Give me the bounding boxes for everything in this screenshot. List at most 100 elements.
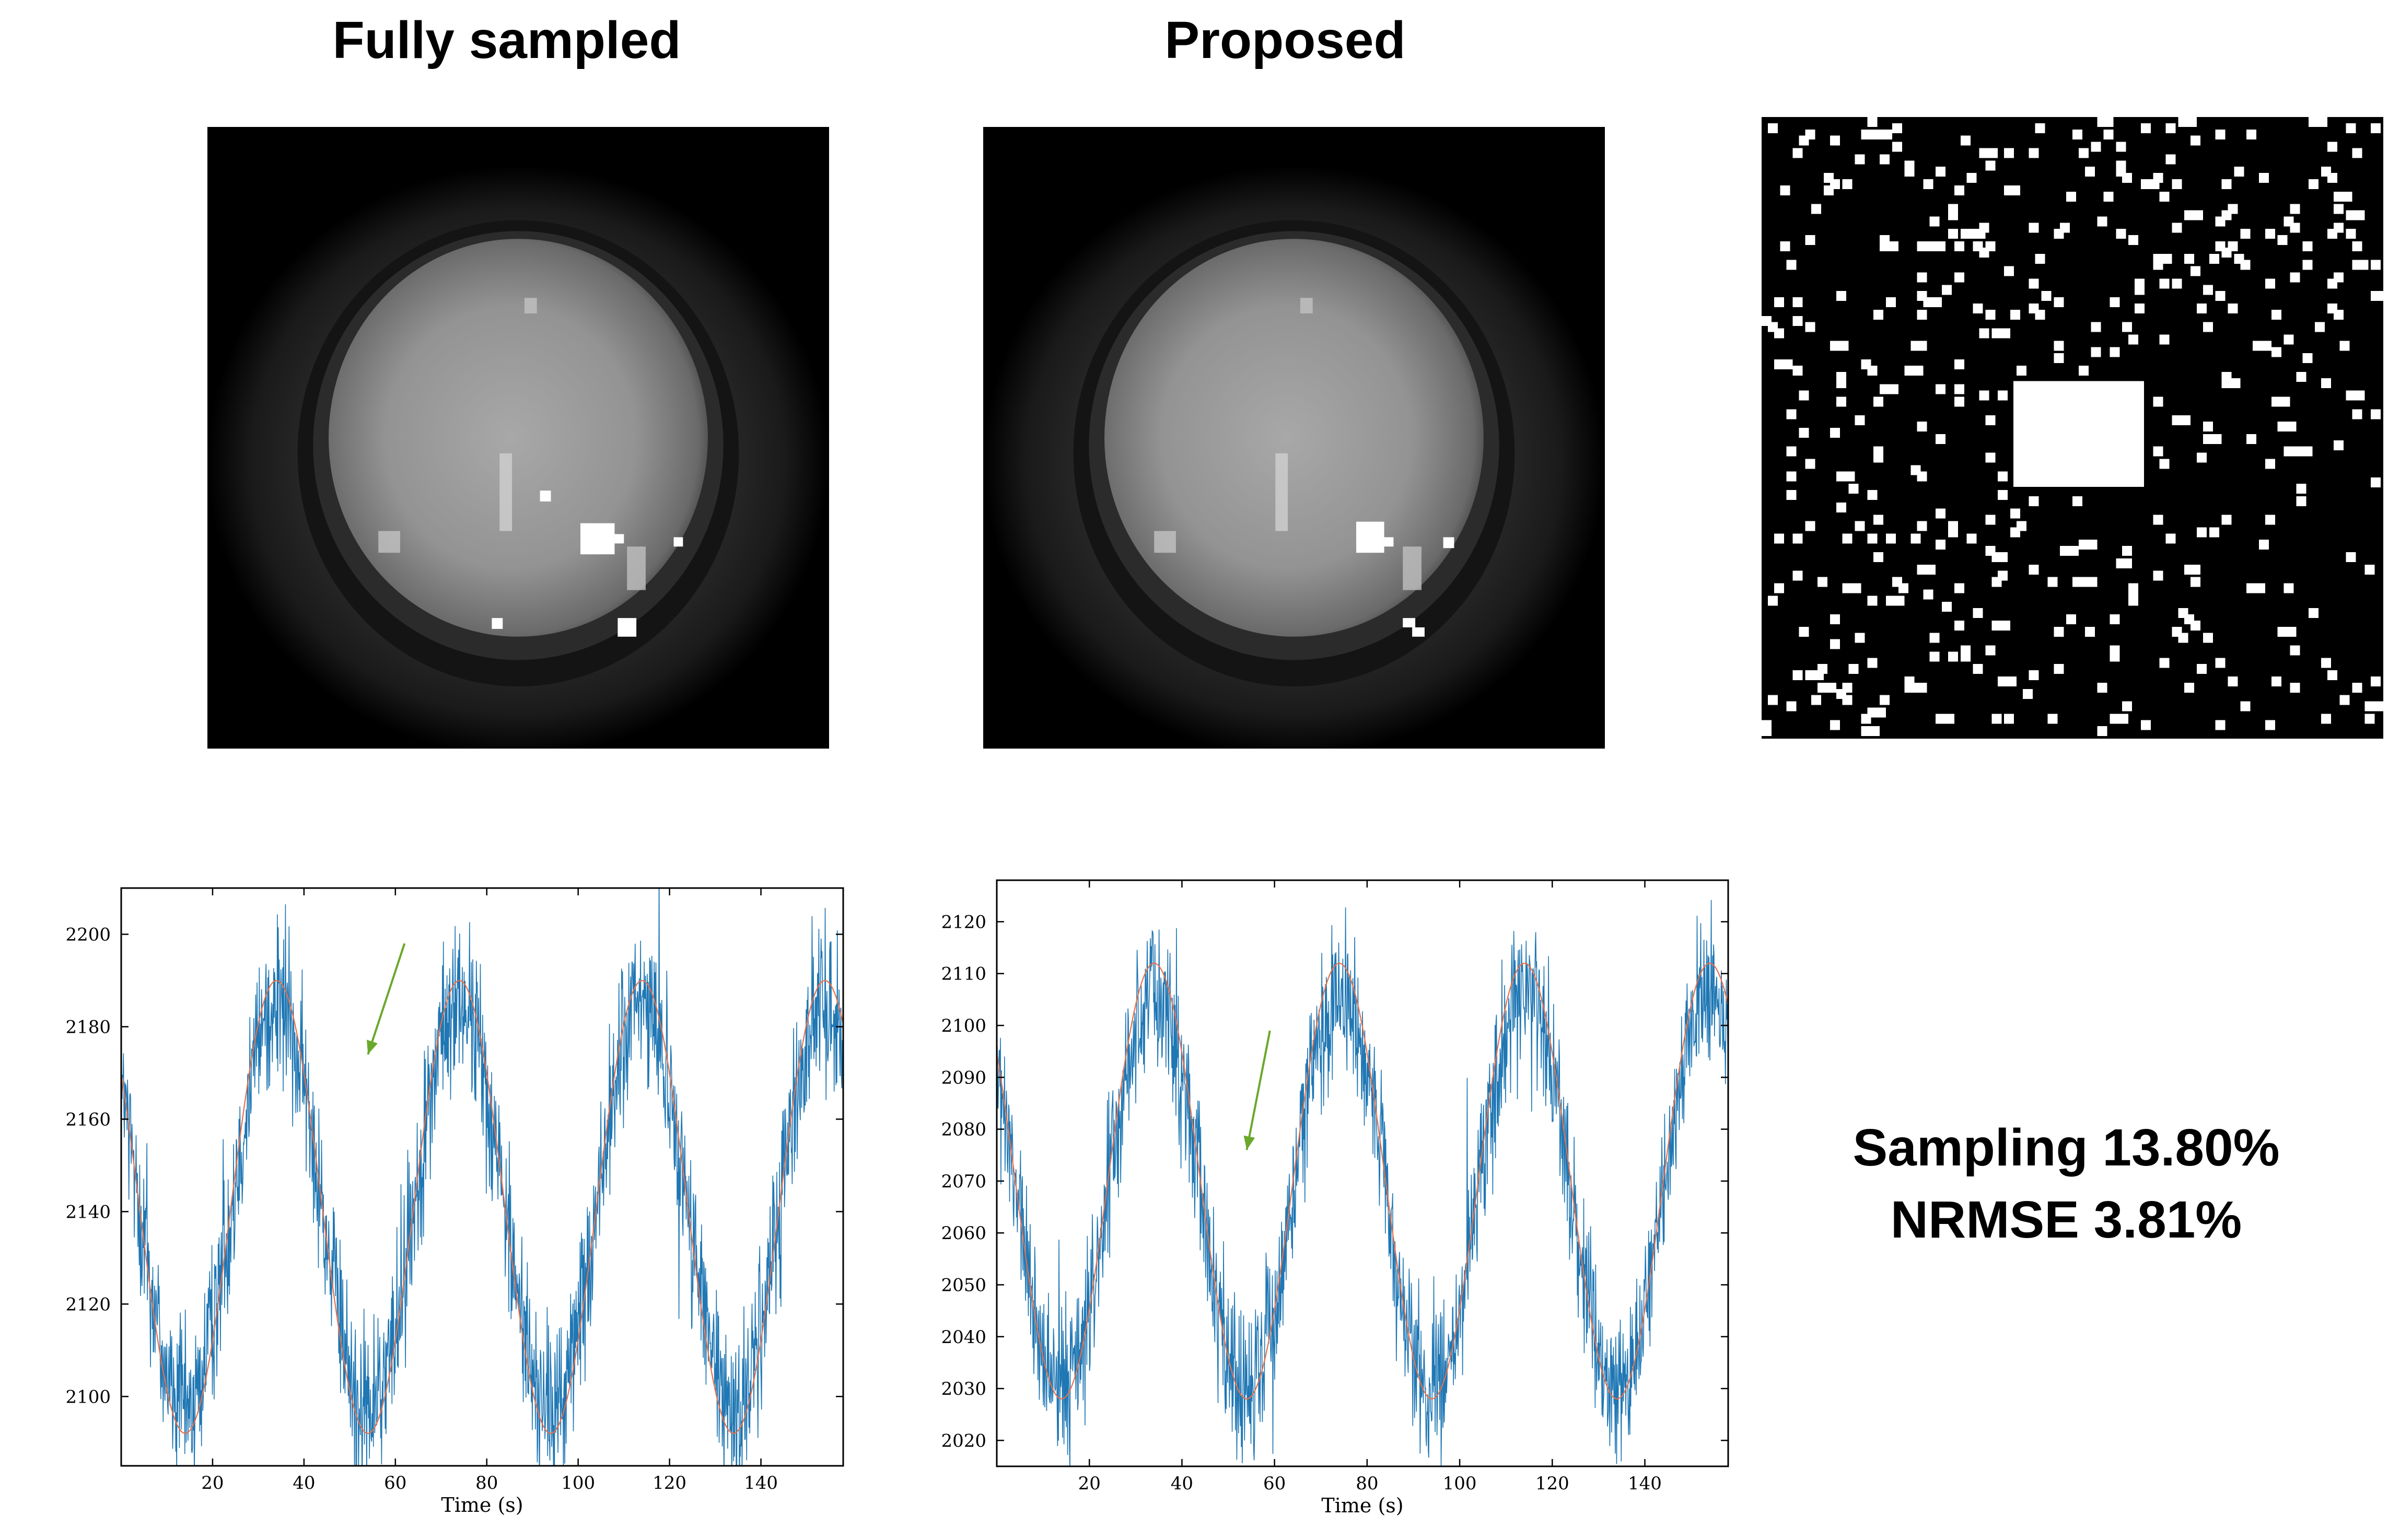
mask-sample-point (1979, 328, 1989, 339)
x-axis-label: Time (s) (1321, 1494, 1403, 1517)
mask-sample-point (2228, 304, 2238, 314)
mask-sample-point (1867, 658, 1878, 668)
mask-sample-point (1954, 620, 1964, 631)
mask-sample-point (1973, 664, 1983, 674)
mask-sample-point (1861, 714, 1871, 724)
mask-sample-point (2029, 278, 2039, 289)
mask-sample-point (2116, 167, 2126, 177)
mask-sample-point (2197, 452, 2207, 463)
sampling-mask-image (1762, 117, 2383, 739)
mask-sample-point (2221, 515, 2232, 525)
mask-sample-point (1929, 651, 1940, 662)
mask-sample-point (1799, 428, 1809, 438)
mask-sample-point (2004, 148, 2014, 158)
mask-sample-point (1954, 384, 1964, 394)
x-tick-label: 40 (293, 1473, 315, 1494)
mask-sample-point (2029, 496, 2039, 506)
mask-sample-point (1805, 129, 1815, 139)
mask-sample-point (2178, 117, 2197, 127)
mask-sample-point (2371, 123, 2381, 133)
mask-sample-point (2110, 297, 2120, 308)
mask-sample-point (1867, 533, 1878, 544)
y-tick-label: 2090 (941, 1067, 986, 1088)
mask-sample-point (2215, 658, 2226, 668)
mask-sample-point (1799, 626, 1809, 637)
mask-sample-point (1960, 645, 1971, 656)
y-tick-label: 2060 (941, 1223, 986, 1244)
x-tick-label: 20 (1078, 1473, 1101, 1494)
x-tick-label: 60 (384, 1473, 406, 1494)
mask-sample-point (1973, 304, 1983, 314)
mask-sample-point (1830, 341, 1849, 351)
mask-sample-point (2153, 446, 2163, 457)
mask-sample-point (2228, 676, 2238, 687)
mask-sample-point (1786, 260, 1797, 270)
mask-sample-point (1985, 452, 1996, 463)
mask-sample-point (1786, 446, 1797, 457)
mask-sample-point (1998, 471, 2008, 482)
mask-sample-point (2203, 422, 2213, 432)
x-tick-label: 40 (1171, 1473, 1193, 1494)
mask-sample-point (2004, 185, 2014, 195)
mask-sample-point (2364, 714, 2375, 724)
mask-sample-point (2290, 682, 2300, 693)
axes-frame (996, 879, 1729, 1467)
mask-sample-point (2277, 626, 2297, 637)
mask-sample-point (1880, 241, 1898, 252)
mask-sample-point (1923, 179, 1933, 190)
mask-sample-point (2265, 229, 2275, 239)
mask-sample-point (1818, 682, 1836, 693)
mask-sample-point (1830, 720, 1840, 730)
mask-sample-point (1985, 160, 1996, 171)
mask-sample-point (2234, 167, 2244, 177)
mask-sample-point (2184, 210, 2203, 220)
mask-sample-point (1792, 570, 1803, 581)
mask-sample-point (2277, 235, 2288, 246)
mask-sample-point (1936, 167, 1946, 177)
x-tick-label: 140 (1628, 1473, 1662, 1494)
mask-sample-point (2153, 396, 2163, 407)
mask-sample-point (2116, 142, 2126, 152)
mask-sample-point (2035, 253, 2045, 264)
mask-sample-point (2035, 309, 2045, 320)
annotation-arrow-shaft (367, 943, 406, 1055)
mask-sample-point (1917, 241, 1936, 252)
mask-sample-point (1780, 185, 1790, 195)
mask-sample-point (1818, 577, 1828, 587)
mask-sample-point (1954, 396, 1964, 407)
y-tick-label: 2070 (941, 1171, 986, 1192)
mask-sample-point (2159, 658, 2170, 668)
mask-sample-point (2271, 309, 2281, 320)
proposed-timecourse-plot: 20 40 60 80 100 120 140 2020 2030 2040 2050 2060 207… (919, 870, 1734, 1525)
mask-sample-point (2091, 142, 2101, 152)
mask-sample-point (2184, 682, 2195, 693)
mask-sample-point (2352, 241, 2362, 252)
mask-sample-point (2364, 701, 2383, 711)
mask-sample-point (2054, 341, 2064, 351)
mask-sample-point (2110, 614, 2120, 625)
y-tick-label: 2110 (941, 964, 986, 985)
mask-sample-point (2290, 204, 2300, 214)
mask-sample-point (1979, 148, 1998, 158)
mask-sample-point (1936, 384, 1946, 394)
mask-sample-point (2165, 154, 2176, 165)
mask-sample-point (1929, 216, 1940, 227)
mask-sample-point (2296, 496, 2306, 506)
mask-sample-point (2321, 714, 2332, 724)
mask-sample-point (2203, 285, 2213, 295)
mask-sample-point (2209, 253, 2219, 264)
mask-sample-point (1979, 247, 1989, 258)
mask-sample-point (2371, 676, 2381, 687)
mask-sample-point (1985, 515, 1996, 525)
mask-sample-point (2284, 334, 2294, 345)
mask-sample-point (2135, 278, 2145, 289)
mask-sample-point (2172, 179, 2182, 190)
mask-sample-point (2203, 322, 2213, 332)
mask-sample-point (1805, 670, 1824, 681)
mask-sample-point (1985, 546, 1996, 556)
mask-sample-point (2110, 651, 2120, 662)
mask-sample-point (1830, 428, 1840, 438)
x-tick-label: 140 (744, 1473, 778, 1494)
mask-sample-point (2078, 148, 2089, 158)
mask-sample-point (1873, 396, 1884, 407)
